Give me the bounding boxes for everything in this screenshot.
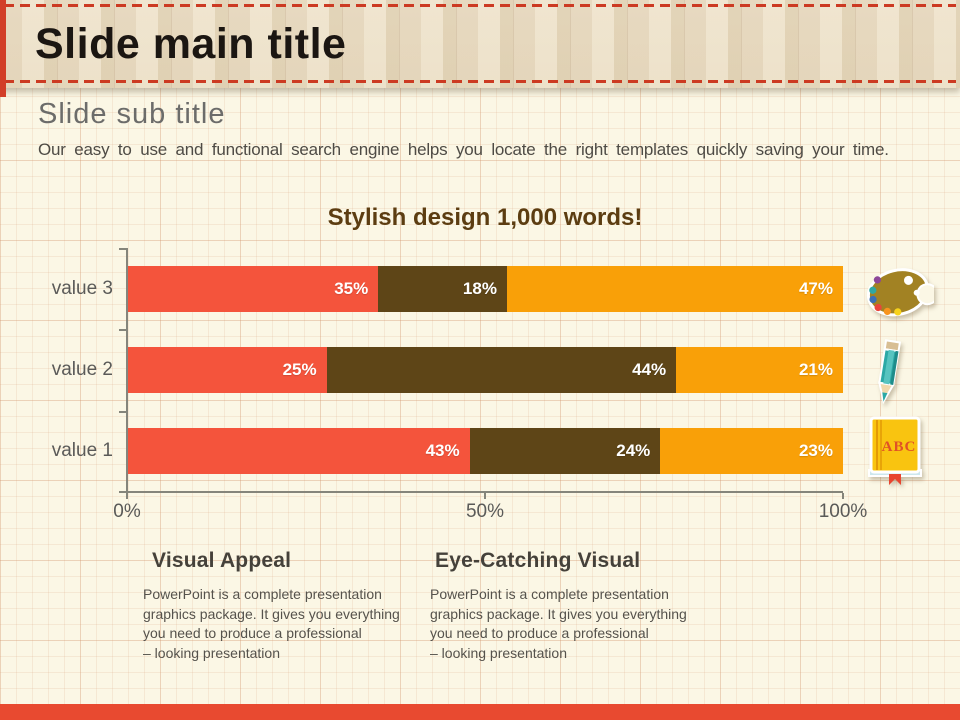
bar-segment-segment-red: 43% [128,428,470,475]
category-tick [119,410,127,413]
bar-segment-value: 43% [425,441,460,461]
callout-body-line: you need to produce a professional [143,625,362,641]
callout-body-line: you need to produce a professional [430,625,649,641]
callout-body: PowerPoint is a complete presentation gra… [143,585,443,663]
bar-segment-segment-orange: 47% [506,265,843,312]
bar-segment-segment-red: 25% [128,346,327,393]
bar-segment-segment-orange: 23% [660,428,843,475]
callout-title-eye-catching-visual: Eye-Catching Visual [435,549,641,572]
bar-segment-segment-brown: 18% [378,265,507,312]
bar-rows: value 3 35% 18% 47% value 2 25% 44% 21% value 1 4… [52,248,843,492]
slide-sub-title: Slide sub title [38,98,226,130]
bar-segment-segment-brown: 44% [326,346,677,393]
x-axis-tick [126,493,128,499]
chart-title: Stylish design 1,000 words! [327,204,643,231]
bar-track: 25% 44% 21% [128,346,843,393]
bar-segment-segment-orange: 21% [676,346,843,393]
bar-row: value 3 35% 18% 47% [52,248,843,329]
abc-book-label: ABC [882,439,917,455]
dashed-border-bottom-icon [4,80,956,83]
footer-accent-bar [0,704,960,720]
dashed-border-top-icon [4,4,956,7]
stacked-bar-chart: value 3 35% 18% 47% value 2 25% 44% 21% value 1 4… [52,248,867,522]
category-label: value 3 [51,277,113,299]
x-axis-tick-label: 0% [113,501,141,522]
x-axis-tick [484,493,486,499]
bar-segment-value: 47% [798,278,833,298]
category-label: value 2 [51,358,113,380]
callout-body-line: graphics package. It gives you everythin… [143,605,400,622]
bar-segment-value: 35% [334,278,369,298]
bar-segment-segment-brown: 24% [469,428,661,475]
slide-body-text: Our easy to use and functional search en… [38,140,889,159]
pencil-icon [866,338,910,413]
bar-row: value 1 43% 24% 23% [52,411,843,492]
x-axis-tick [842,493,844,499]
bar-segment-value: 21% [798,359,833,379]
bar-track: 43% 24% 23% [128,428,843,475]
x-axis-labels: 0% 50% 100% [113,492,867,522]
bar-track: 35% 18% 47% [128,265,843,312]
callout-body-line: PowerPoint is a complete presentation [143,586,382,602]
category-tick [119,329,127,332]
bar-row: value 2 25% 44% 21% [52,329,843,410]
bar-segment-value: 23% [798,441,833,461]
bar-segment-value: 18% [462,278,497,298]
category-label: value 1 [51,440,113,462]
bar-segment-value: 25% [282,359,317,379]
slide-header: Slide main title [0,0,960,88]
callout-body-line: PowerPoint is a complete presentation [430,586,669,602]
bar-segment-segment-red: 35% [128,265,379,312]
category-tick [119,248,127,250]
x-axis-line [126,491,843,493]
palette-icon [864,263,939,326]
bar-segment-value: 24% [616,441,651,461]
x-axis-tick-label: 100% [818,501,868,522]
callout-body-line: – looking presentation [143,644,280,661]
slide-main-title: Slide main title [35,20,347,68]
callout-body-line: graphics package. It gives you everythin… [430,605,687,622]
y-axis-line [126,248,128,492]
callout-body-line: – looking presentation [430,644,567,661]
abc-book-icon: ABC [866,416,926,491]
callout-body: PowerPoint is a complete presentation gra… [430,585,730,663]
category-tick [119,491,127,493]
x-axis-tick-label: 50% [465,501,505,522]
left-accent-bar [0,0,6,97]
callout-title-visual-appeal: Visual Appeal [152,549,292,572]
bar-segment-value: 44% [632,359,667,379]
